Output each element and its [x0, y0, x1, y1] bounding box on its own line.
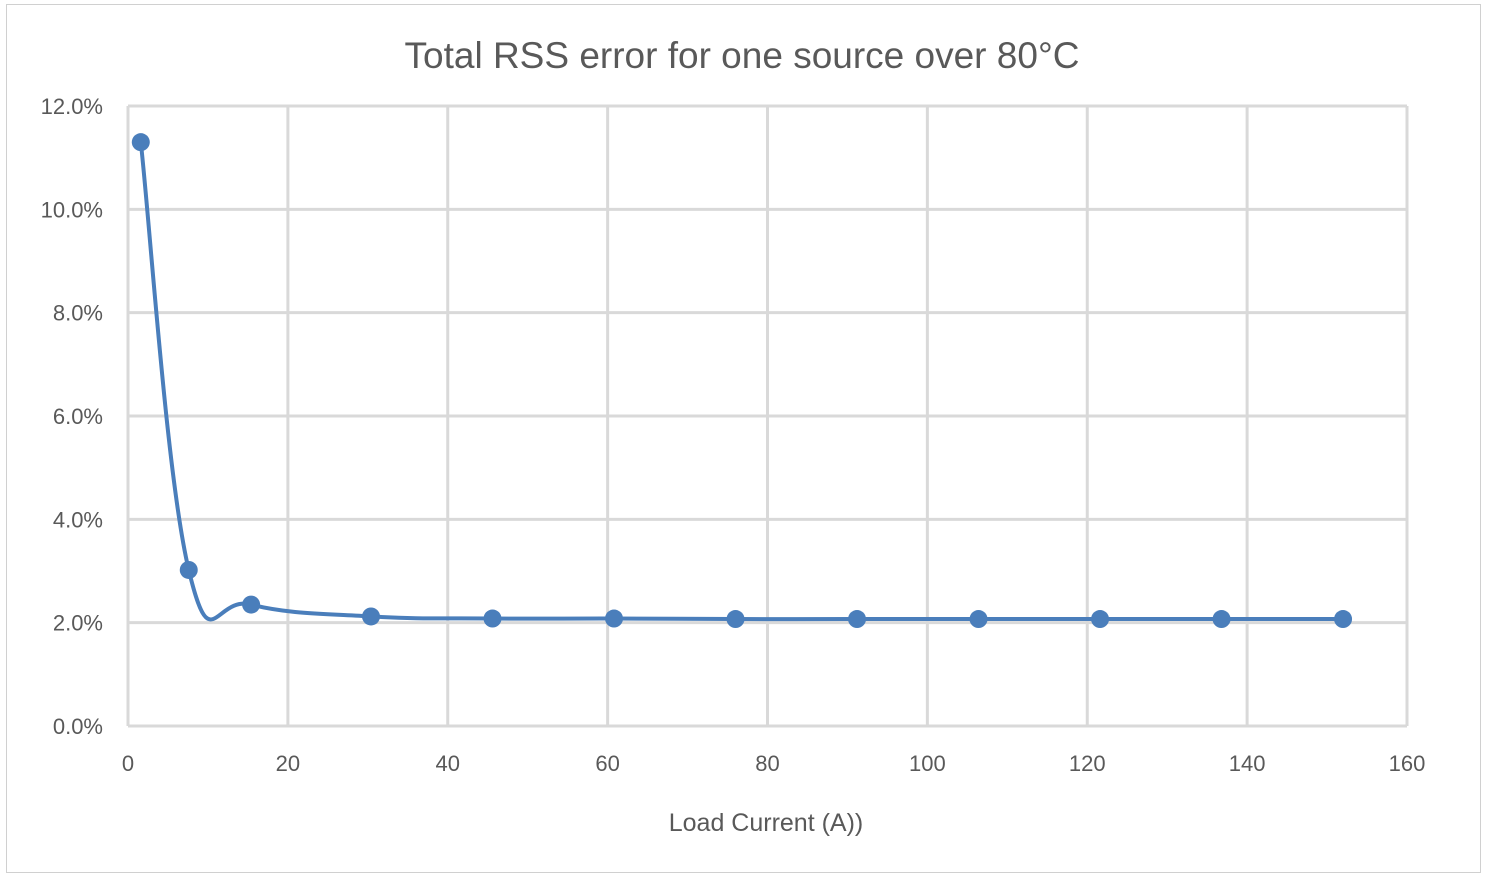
- series-line: [138, 141, 1344, 622]
- data-point: [726, 610, 745, 629]
- y-axis-ticks: 0.0% 2.0% 4.0% 6.0% 8.0% 10.0% 12.0%: [41, 94, 103, 739]
- x-tick-label: 80: [755, 751, 779, 776]
- y-tick-label: 8.0%: [53, 301, 103, 326]
- x-tick-label: 160: [1389, 751, 1426, 776]
- x-tick-label: 120: [1069, 751, 1106, 776]
- y-tick-label: 4.0%: [53, 507, 103, 532]
- data-point: [1212, 610, 1231, 629]
- data-point: [1334, 610, 1353, 629]
- x-tick-label: 140: [1229, 751, 1266, 776]
- x-tick-label: 60: [595, 751, 619, 776]
- data-point: [483, 609, 502, 628]
- x-tick-label: 20: [276, 751, 300, 776]
- y-tick-label: 12.0%: [41, 94, 103, 119]
- data-point: [848, 610, 867, 629]
- x-tick-label: 40: [436, 751, 460, 776]
- grid: [126, 104, 1409, 728]
- chart-title: Total RSS error for one source over 80°C: [405, 35, 1080, 76]
- y-tick-label: 6.0%: [53, 404, 103, 429]
- chart-frame: [6, 4, 1481, 873]
- data-point: [605, 609, 624, 628]
- y-tick-label: 10.0%: [41, 197, 103, 222]
- x-tick-label: 100: [909, 751, 946, 776]
- data-point: [1091, 610, 1110, 629]
- data-point: [969, 610, 988, 629]
- data-point: [131, 133, 150, 152]
- x-axis-ticks: 0 20 40 60 80 100 120 140 160: [122, 751, 1425, 776]
- x-axis-title: Load Current (A)): [669, 809, 864, 837]
- data-point: [362, 607, 381, 626]
- data-point: [179, 560, 198, 579]
- y-tick-label: 2.0%: [53, 611, 103, 636]
- series-markers: [131, 133, 1353, 629]
- y-tick-label: 0.0%: [53, 714, 103, 739]
- x-tick-label: 0: [122, 751, 134, 776]
- data-point: [242, 595, 261, 614]
